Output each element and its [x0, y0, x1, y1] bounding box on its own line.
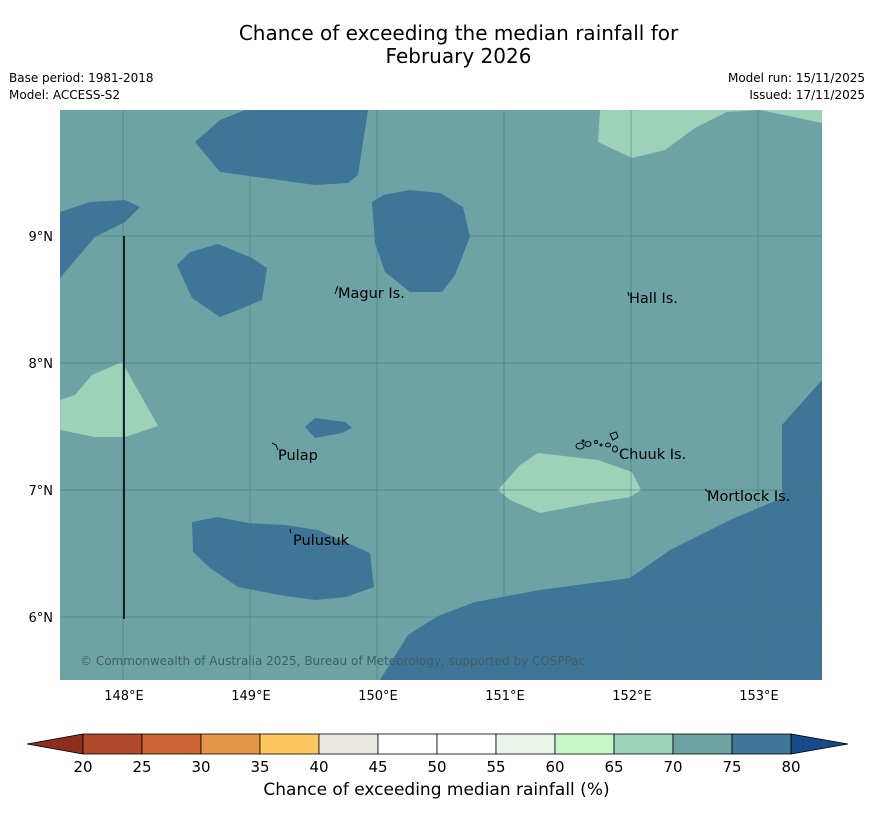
- region-75-80-north-central: [372, 190, 470, 292]
- colorbar-over-arrow: [790, 733, 849, 755]
- island-outlines: [271, 285, 709, 534]
- metadata-right: Model run: 15/11/2025 Issued: 17/11/2025: [728, 70, 865, 104]
- map-title: Chance of exceeding the median rainfall …: [0, 22, 873, 68]
- label-magur-is: Magur Is.: [338, 286, 405, 302]
- colorbar-tick-50: 50: [427, 758, 446, 776]
- region-75-80-pulap: [305, 418, 352, 438]
- title-line-1: Chance of exceeding the median rainfall …: [238, 21, 679, 45]
- colorbar-tick-30: 30: [191, 758, 210, 776]
- colorbar-segment-60-65: [554, 733, 615, 755]
- lon-tick-153e: 153°E: [739, 689, 779, 704]
- lon-tick-149e: 149°E: [231, 689, 271, 704]
- label-hall-is: Hall Is.: [629, 291, 678, 307]
- mortlock-island-shape: [704, 488, 709, 493]
- lat-tick-9n: 9°N: [29, 230, 54, 245]
- colorbar-segment-25-30: [141, 733, 202, 755]
- lon-tick-151e: 151°E: [485, 689, 525, 704]
- chuuk-island-shapes: [575, 431, 619, 453]
- lat-tick-8n: 8°N: [29, 357, 54, 372]
- label-chuuk-is: Chuuk Is.: [619, 447, 686, 463]
- region-65-70-west: [60, 362, 158, 437]
- label-pulap: Pulap: [278, 448, 318, 464]
- colorbar-tick-35: 35: [250, 758, 269, 776]
- map-panel: [60, 110, 822, 680]
- colorbar-segment-45-50: [377, 733, 438, 755]
- colorbar-segment-75-80: [731, 733, 792, 755]
- colorbar-segment-40-45: [318, 733, 379, 755]
- region-65-70-northeast: [598, 110, 822, 158]
- lon-tick-152e: 152°E: [612, 689, 652, 704]
- base-period: Base period: 1981-2018: [9, 71, 154, 85]
- lat-tick-6n: 6°N: [29, 611, 54, 626]
- label-mortlock-is: Mortlock Is.: [707, 489, 790, 505]
- colorbar-segment-35-40: [259, 733, 320, 755]
- title-line-2: February 2026: [385, 44, 532, 68]
- region-65-70-chuuk: [498, 453, 641, 513]
- colorbar: 20 25 30 35 40 45 50 55 60 65 70 75 80: [26, 733, 849, 776]
- colorbar-segment-50-55: [436, 733, 497, 755]
- colorbar-tick-75: 75: [722, 758, 741, 776]
- lat-gridlines: [60, 235, 822, 618]
- colorbar-segment-65-70: [613, 733, 674, 755]
- issued-date: Issued: 17/11/2025: [749, 88, 865, 102]
- place-labels: Magur Is. Hall Is. Pulap Chuuk Is. Mortl…: [278, 286, 790, 549]
- colorbar-tick-70: 70: [663, 758, 682, 776]
- hall-island-shape: [627, 291, 630, 297]
- copyright-notice: © Commonwealth of Australia 2025, Bureau…: [80, 654, 585, 668]
- colorbar-tick-20: 20: [73, 758, 92, 776]
- pulusuk-island-shape: [289, 528, 292, 534]
- colorbar-tick-25: 25: [132, 758, 151, 776]
- colorbar-tick-45: 45: [368, 758, 387, 776]
- colorbar-segment-70-75: [672, 733, 733, 755]
- colorbar-segment-55-60: [495, 733, 556, 755]
- lon-tick-labels: 148°E 149°E 150°E 151°E 152°E 153°E: [104, 689, 779, 704]
- pulap-island-shape: [271, 442, 279, 451]
- colorbar-tick-65: 65: [604, 758, 623, 776]
- label-pulusuk: Pulusuk: [293, 533, 350, 549]
- metadata-left: Base period: 1981-2018 Model: ACCESS-S2: [9, 70, 154, 104]
- region-75-80-pulusuk: [192, 517, 374, 600]
- lat-tick-labels: 9°N 8°N 7°N 6°N: [29, 230, 54, 626]
- magur-island-shape: [334, 285, 339, 295]
- colorbar-tick-40: 40: [309, 758, 328, 776]
- lat-tick-7n: 7°N: [29, 484, 54, 499]
- region-75-80-northwest: [60, 200, 140, 278]
- region-75-80-magur-west: [177, 244, 267, 317]
- lon-tick-148e: 148°E: [104, 689, 144, 704]
- model-name: Model: ACCESS-S2: [9, 88, 121, 102]
- colorbar-under-arrow: [26, 733, 84, 755]
- lon-gridlines: [122, 110, 759, 680]
- lon-tick-150e: 150°E: [358, 689, 398, 704]
- region-75-80-southeast: [380, 380, 822, 680]
- colorbar-tick-80: 80: [781, 758, 800, 776]
- colorbar-segment-20-25: [82, 733, 143, 755]
- model-run: Model run: 15/11/2025: [727, 71, 865, 85]
- colorbar-title: Chance of exceeding median rainfall (%): [263, 780, 610, 800]
- colorbar-tick-60: 60: [545, 758, 564, 776]
- colorbar-tick-55: 55: [486, 758, 505, 776]
- region-75-80-north: [195, 110, 368, 185]
- colorbar-segment-30-35: [200, 733, 261, 755]
